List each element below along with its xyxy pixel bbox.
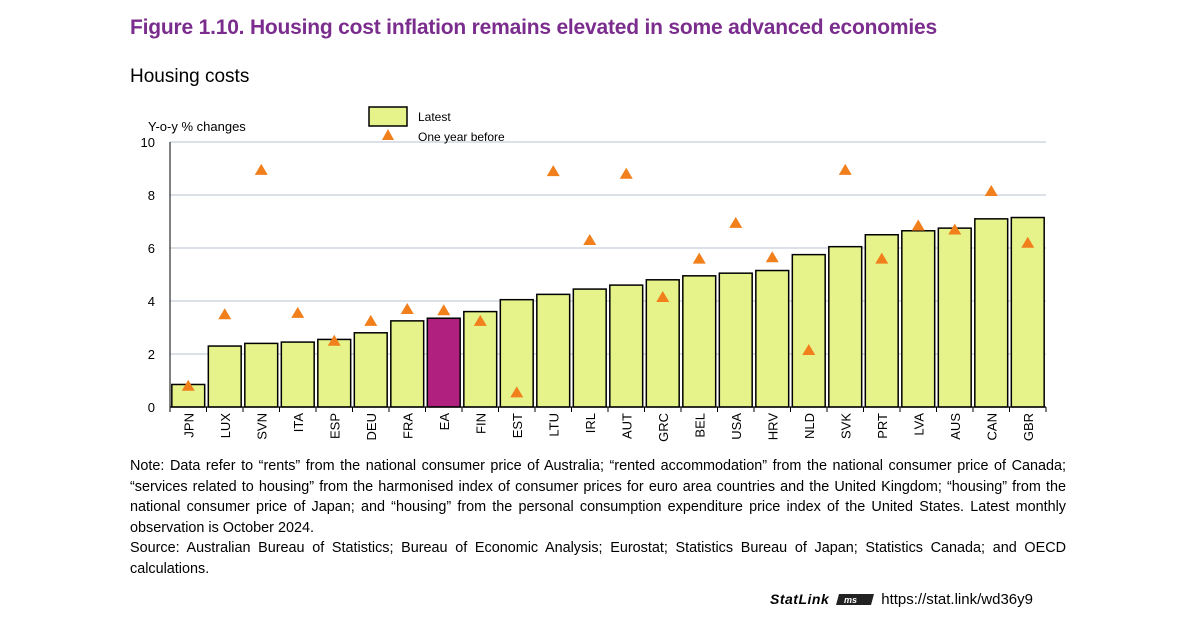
bar-lva [901, 230, 936, 408]
y-tick-label: 8 [148, 188, 155, 203]
y-tick-label: 4 [148, 294, 155, 309]
x-tick-label: LTU [546, 413, 561, 437]
y-tick-label: 10 [141, 135, 155, 150]
marker-gbr [1021, 236, 1035, 248]
note-block: Note: Data refer to “rents” from the nat… [130, 456, 1066, 579]
x-tick-label: GBR [1021, 413, 1036, 441]
x-tick-label: LUX [218, 413, 233, 439]
legend-latest-swatch [368, 106, 408, 127]
x-tick-labels: JPN LUX SVN ITA ESP DEU FRA EA FIN EST LTU IRL AUT GR… [181, 413, 1036, 442]
marker-esp [327, 334, 341, 346]
bar-aut [609, 284, 644, 408]
y-tick-labels: 0 2 4 6 8 10 [141, 135, 155, 415]
bar-nld [791, 253, 826, 408]
bar-ea [426, 317, 461, 408]
statlink-url[interactable]: https://stat.link/wd36y9 [881, 590, 1033, 608]
bar-gbr [1010, 216, 1045, 408]
x-tick-label: FRA [400, 413, 415, 439]
marker-nld [802, 344, 816, 356]
marker-ea [437, 304, 451, 316]
bar-ltu [536, 293, 571, 408]
x-tick-label: EST [510, 413, 525, 438]
x-tick-label: FIN [473, 413, 488, 434]
marker-deu [364, 314, 378, 326]
y-tick-label: 2 [148, 347, 155, 362]
marker-svk [838, 163, 852, 175]
bar-svn [244, 342, 279, 408]
x-tick-label: ITA [291, 413, 306, 433]
bars [171, 216, 1045, 408]
x-tick-label: SVK [838, 413, 853, 439]
x-tick-label: DEU [364, 413, 379, 440]
marker-grc [656, 291, 670, 303]
bar-lux [207, 345, 242, 408]
marker-lux [218, 308, 232, 320]
axes [169, 142, 1047, 412]
x-tick-label: PRT [875, 413, 890, 439]
marker-fra [400, 302, 414, 314]
x-tick-label: SVN [254, 413, 269, 440]
bar-hrv [755, 269, 790, 408]
marker-usa [729, 216, 743, 228]
marker-jpn [181, 379, 195, 391]
bar-svk [828, 245, 863, 408]
bar-can [974, 218, 1009, 408]
x-tick-label: LVA [911, 413, 926, 436]
marker-lva [911, 219, 925, 231]
bar-usa [718, 272, 753, 408]
x-tick-label: BEL [692, 413, 707, 438]
bar-deu [353, 332, 388, 408]
marker-svn [254, 163, 268, 175]
note-text: Note: Data refer to “rents” from the nat… [130, 458, 1066, 536]
statlink-logo-text: ms [844, 595, 857, 605]
marker-ltu [546, 165, 560, 177]
y-tick-label: 6 [148, 241, 155, 256]
x-tick-label: NLD [802, 413, 817, 439]
marker-irl [583, 234, 597, 246]
x-tick-label: USA [729, 413, 744, 440]
bar-fra [390, 320, 425, 408]
x-tick-label: ESP [327, 413, 342, 439]
bar-chart: 0 2 4 6 8 10 JPN LUX SVN ITA ESP DEU FRA EA FIN EST LTU… [141, 106, 1047, 442]
x-tick-label: AUT [619, 413, 634, 439]
statlink[interactable]: StatLink ms https://stat.link/wd36y9 [770, 588, 1033, 610]
marker-aut [619, 167, 633, 179]
marker-can [984, 185, 998, 197]
markers [181, 163, 1035, 398]
legend-latest-label: Latest [418, 110, 451, 124]
legend-one-year-before-marker [382, 129, 394, 140]
marker-ita [291, 306, 305, 318]
x-tick-label: JPN [181, 413, 196, 438]
bar-aus [937, 227, 972, 408]
marker-aus [948, 223, 962, 235]
marker-prt [875, 252, 889, 264]
marker-est [510, 386, 524, 398]
statlink-logo-icon: ms [836, 593, 875, 605]
bar-fin [463, 310, 498, 408]
marker-bel [692, 252, 706, 264]
x-tick-label: HRV [765, 413, 780, 441]
x-tick-label: EA [437, 413, 452, 431]
x-tick-label: CAN [984, 413, 999, 440]
statlink-brand: StatLink [770, 591, 830, 607]
bar-irl [572, 288, 607, 408]
y-axis-label: Y-o-y % changes [148, 119, 246, 134]
x-tick-label: AUS [948, 413, 963, 440]
legend: Latest One year before [368, 106, 505, 144]
x-tick-label: IRL [583, 413, 598, 433]
source-text: Source: Australian Bureau of Statistics;… [130, 540, 1066, 577]
bar-esp [317, 338, 352, 408]
bar-ita [280, 341, 315, 408]
x-tick-label: GRC [656, 413, 671, 442]
chart-title: Housing costs [130, 66, 250, 87]
bar-bel [682, 275, 717, 408]
legend-one-year-before-label: One year before [418, 130, 505, 144]
marker-fin [473, 314, 487, 326]
marker-hrv [765, 251, 779, 263]
gridlines [170, 141, 1046, 355]
figure-title: Figure 1.10. Housing cost inflation rema… [130, 16, 937, 39]
y-tick-label: 0 [148, 400, 155, 415]
